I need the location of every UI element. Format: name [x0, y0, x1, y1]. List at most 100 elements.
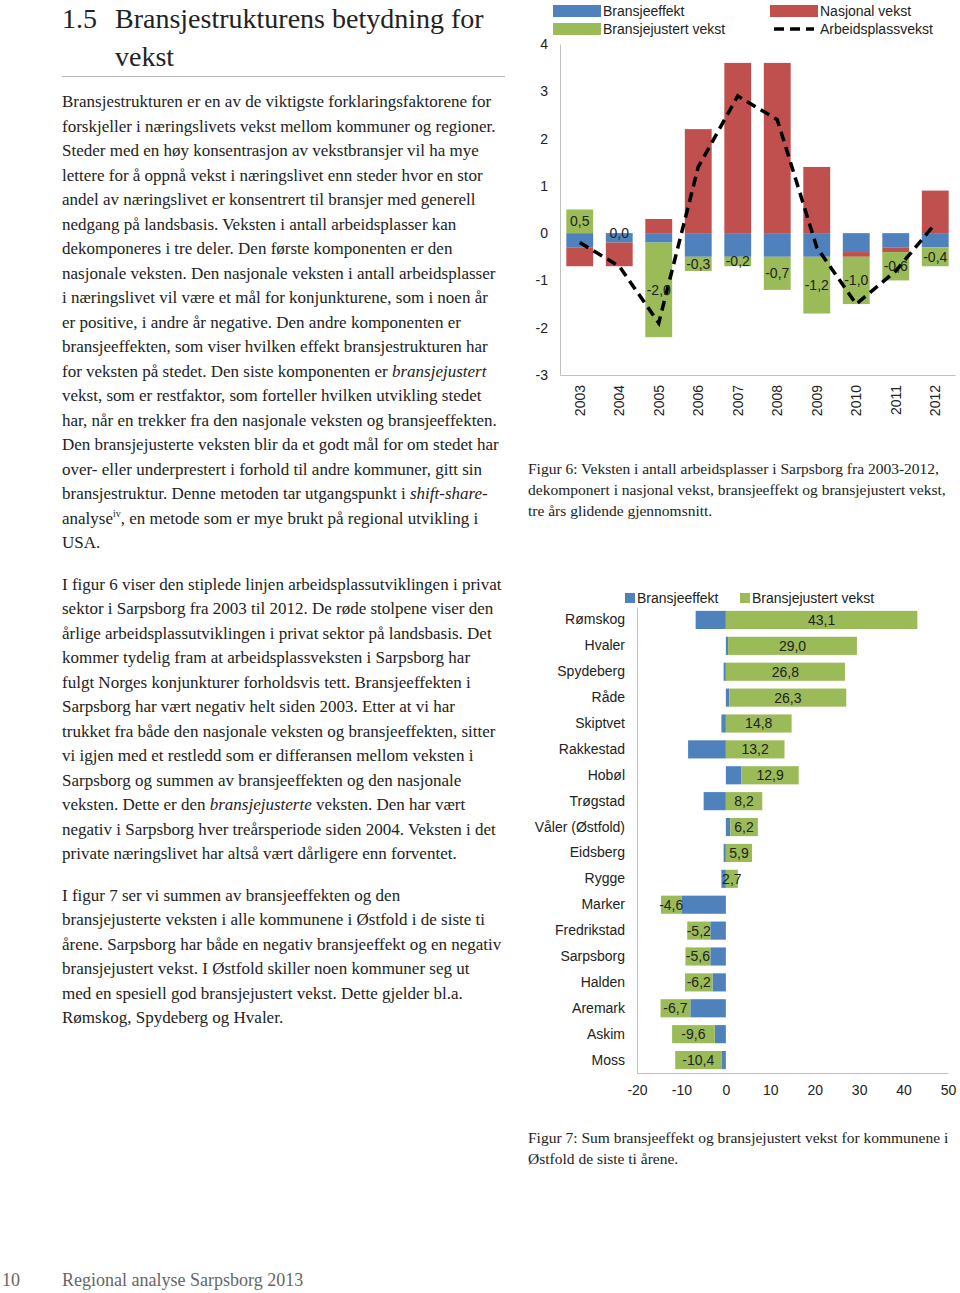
tick: Marker: [581, 896, 637, 912]
text-run: Bransjestrukturen er en av de viktigste …: [62, 92, 495, 381]
tick-label: 0: [540, 225, 548, 241]
tick: -3: [536, 367, 560, 383]
bar: [696, 611, 726, 629]
bar: [672, 1025, 715, 1043]
paragraph: I figur 7 ser vi summen av bransjeeffekt…: [62, 884, 502, 1031]
tick: 2010: [848, 375, 864, 416]
tick-label: Rakkestad: [559, 741, 625, 757]
tick-label: Råde: [592, 689, 626, 705]
bar: [728, 637, 857, 655]
bar: [704, 792, 726, 810]
data-label: 0,0: [610, 225, 630, 241]
tick-label: 2: [540, 131, 548, 147]
tick: Våler (Østfold): [535, 819, 637, 835]
legend-swatch: [740, 593, 750, 603]
bar: [882, 247, 909, 252]
tick-label: Marker: [581, 896, 625, 912]
tick-label: -10: [672, 1082, 692, 1098]
data-label: -0,3: [686, 256, 710, 272]
tick: Råde: [592, 689, 637, 705]
axis-line: [638, 1073, 949, 1074]
y-axis: -3-2-101234: [536, 36, 561, 383]
tick-label: 1: [540, 178, 548, 194]
data-label: -9,6: [681, 1026, 705, 1042]
heading-title: Bransjestrukturens betydning for vekst: [115, 0, 505, 76]
tick: Hobøl: [588, 767, 637, 783]
tick-label: Hvaler: [585, 637, 626, 653]
bar-series: [661, 611, 918, 1069]
chart-figure-7: -20-1001020304050RømskogHvalerSpydebergR…: [525, 585, 960, 1105]
legend-item: Bransjejustert vekst: [740, 590, 874, 606]
legend-label: Arbeidsplassvekst: [820, 21, 933, 37]
paragraph: Bransjestrukturen er en av de viktigste …: [62, 90, 502, 556]
page: 1.5Bransjestrukturens betydning for veks…: [0, 0, 960, 1293]
bar: [843, 252, 870, 257]
tick: -1: [536, 272, 560, 288]
tick-label: 50: [941, 1082, 957, 1098]
legend-swatch: [770, 5, 818, 17]
bar: [645, 233, 672, 242]
caption: Figur 6: Veksten i antall arbeidsplasser…: [528, 458, 960, 521]
bar: [726, 792, 762, 810]
bar: [681, 896, 725, 914]
bar: [726, 844, 752, 862]
bar: [726, 663, 845, 681]
tick: -10: [672, 1073, 692, 1098]
legend-item: Nasjonal vekst: [770, 3, 911, 19]
bar: [688, 740, 726, 758]
legend-item: Arbeidsplassvekst: [774, 21, 933, 37]
data-label: -0,7: [765, 265, 789, 281]
heading: 1.5Bransjestrukturens betydning for veks…: [62, 0, 507, 76]
tick-label: Aremark: [572, 1000, 626, 1016]
tick: Eidsberg: [570, 844, 637, 860]
legend-swatch: [553, 23, 601, 35]
tick-label: 4: [540, 36, 548, 52]
tick: Aremark: [572, 1000, 637, 1016]
tick-label: Moss: [592, 1052, 625, 1068]
data-labels: 43,129,026,826,314,813,212,98,26,25,92,7…: [659, 612, 835, 1068]
bar: [687, 922, 710, 940]
data-label: 26,8: [772, 664, 799, 680]
data-label: -2,0: [647, 282, 671, 298]
tick: Sarpsborg: [560, 948, 637, 964]
legend: BransjeeffektBransjejustert vekst: [625, 590, 874, 606]
tick: Moss: [592, 1052, 637, 1068]
tick: Rygge: [585, 870, 637, 886]
tick: 2005: [651, 375, 667, 416]
bar: [803, 257, 830, 314]
tick: Rømskog: [565, 611, 637, 627]
plot-area: [661, 611, 918, 1069]
bar: [685, 129, 712, 233]
text-run: , en metode som er mye brukt på regional…: [62, 509, 478, 553]
tick-label: 20: [807, 1082, 823, 1098]
bar: [882, 233, 909, 247]
bar: [730, 818, 758, 836]
tick-label: -20: [627, 1082, 647, 1098]
tick-label: Trøgstad: [570, 793, 626, 809]
tick: Fredrikstad: [555, 922, 637, 938]
data-label: 6,2: [734, 819, 754, 835]
tick: 4: [540, 36, 560, 52]
bar: [566, 247, 593, 266]
paragraph: I figur 6 viser den stiplede linjen arbe…: [62, 573, 502, 867]
data-label: 8,2: [734, 793, 754, 809]
bar: [764, 233, 791, 257]
tick-label: 0: [722, 1082, 730, 1098]
bar: [882, 252, 909, 280]
tick-label: 2003: [572, 385, 588, 416]
tick: 40: [896, 1073, 912, 1098]
legend-label: Bransjeeffekt: [603, 3, 685, 19]
bar: [566, 210, 593, 234]
bar: [843, 233, 870, 252]
axis-line: [637, 608, 638, 1074]
tick: 1: [540, 178, 560, 194]
data-labels: 0,50,0-2,0-0,3-0,2-0,7-1,2-1,0-0,6-0,4: [570, 213, 948, 298]
tick: -20: [627, 1073, 647, 1098]
tick-label: Rømskog: [565, 611, 625, 627]
tick: 2006: [690, 375, 706, 416]
tick: 2003: [572, 375, 588, 416]
tick-label: 3: [540, 83, 548, 99]
bar: [724, 663, 726, 681]
tick: 30: [852, 1073, 868, 1098]
legend-item: Bransjejustert vekst: [553, 21, 725, 37]
